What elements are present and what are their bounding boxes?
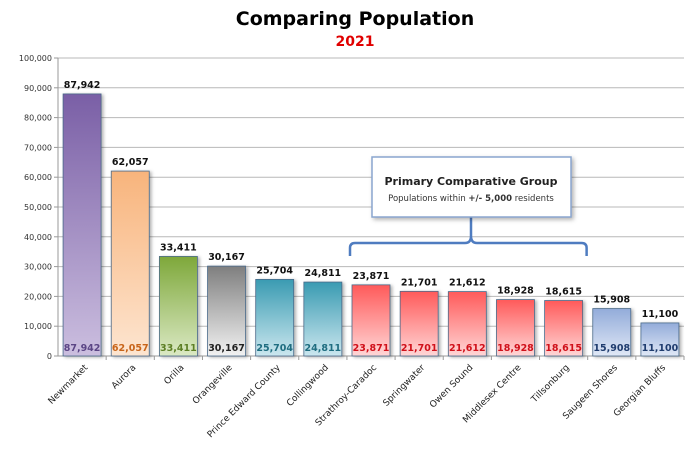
annotation-text-suffix: residents <box>512 194 554 204</box>
bar <box>110 170 150 357</box>
y-axis: 0 10,000 20,000 30,000 40,000 50,000 60,000 70,… <box>19 54 59 361</box>
bars: 87,942 87,942 62,057 62,057 33,411 33,411 30,1… <box>62 80 680 357</box>
x-tick-label: Aurora <box>110 363 138 391</box>
annotation-text-bold: +/- 5,000 <box>468 194 512 204</box>
bar-value-label-top: 11,100 <box>642 309 679 320</box>
y-tick-label: 0 <box>47 352 52 361</box>
bar-value-label-bottom: 62,057 <box>112 343 149 354</box>
x-tick-label: Newmarket <box>47 363 91 407</box>
bar <box>399 290 439 357</box>
bar-value-label-bottom: 87,942 <box>64 343 101 354</box>
annotation-box <box>371 156 572 218</box>
y-tick-label: 50,000 <box>24 203 52 212</box>
bar-value-label-top: 21,612 <box>449 278 486 289</box>
x-tick-label: Collingwood <box>285 363 331 409</box>
y-tick-label: 100,000 <box>19 54 52 63</box>
x-tick-label: Owen Sound <box>428 363 475 410</box>
chart-subtitle: 2021 <box>336 34 375 50</box>
bar <box>447 291 487 357</box>
chart-title: Comparing Population <box>236 8 474 30</box>
bar-value-label-bottom: 33,411 <box>160 343 197 354</box>
y-tick-label: 80,000 <box>24 114 52 123</box>
annotation-text-prefix: Populations within <box>388 194 468 204</box>
bar-value-label-top: 18,615 <box>545 287 582 298</box>
bar-value-label-bottom: 23,871 <box>353 343 390 354</box>
y-tick-label: 60,000 <box>24 173 52 182</box>
x-tick-label: Orilla <box>163 363 187 387</box>
bar-value-label-top: 87,942 <box>64 80 101 91</box>
bar-value-label-bottom: 11,100 <box>642 343 679 354</box>
y-tick-label: 10,000 <box>24 322 52 331</box>
bar-value-label-bottom: 18,615 <box>545 343 582 354</box>
bar <box>496 299 535 357</box>
bar-value-label-top: 25,704 <box>256 265 293 276</box>
bar <box>303 281 343 357</box>
bar-value-label-top: 24,811 <box>305 268 342 279</box>
bar-value-label-top: 23,871 <box>353 271 390 282</box>
bar <box>351 284 391 357</box>
comparative-group-annotation: Primary Comparative Group Populations wi… <box>348 156 588 256</box>
bar-value-label-bottom: 21,701 <box>401 343 438 354</box>
bar-value-label-top: 33,411 <box>160 242 197 253</box>
bar-value-label-top: 30,167 <box>208 252 245 263</box>
bar-value-label-top: 15,908 <box>593 295 630 306</box>
bar <box>255 279 295 357</box>
y-tick-label: 40,000 <box>24 233 52 242</box>
bar <box>62 93 102 357</box>
y-tick-label: 20,000 <box>24 292 52 301</box>
bar-value-label-top: 18,928 <box>497 286 534 297</box>
bar <box>592 308 632 357</box>
y-tick-label: 70,000 <box>24 143 52 152</box>
y-tick-label: 30,000 <box>24 263 52 272</box>
annotation-text: Populations within +/- 5,000 residents <box>388 194 554 204</box>
x-tick-label: Springwater <box>382 363 428 409</box>
group-bracket <box>348 217 588 256</box>
x-tick-label: Tillsonburg <box>529 363 572 406</box>
x-tick-label: Georgian Bluffs <box>612 363 668 419</box>
x-tick-label: Orangeville <box>191 363 235 407</box>
bar-value-label-top: 62,057 <box>112 157 149 168</box>
bar <box>158 256 198 357</box>
bar <box>640 322 680 357</box>
annotation-title: Primary Comparative Group <box>384 175 557 188</box>
bar <box>544 300 584 357</box>
bar-value-label-bottom: 25,704 <box>256 343 293 354</box>
bar-value-label-bottom: 21,612 <box>449 343 486 354</box>
bar-value-label-bottom: 30,167 <box>208 343 245 354</box>
bar-value-label-bottom: 18,928 <box>497 343 534 354</box>
bar-value-label-top: 21,701 <box>401 277 438 288</box>
bar <box>207 265 246 357</box>
bar-value-label-bottom: 15,908 <box>593 343 630 354</box>
y-tick-label: 90,000 <box>24 84 52 93</box>
bar-value-label-bottom: 24,811 <box>305 343 342 354</box>
